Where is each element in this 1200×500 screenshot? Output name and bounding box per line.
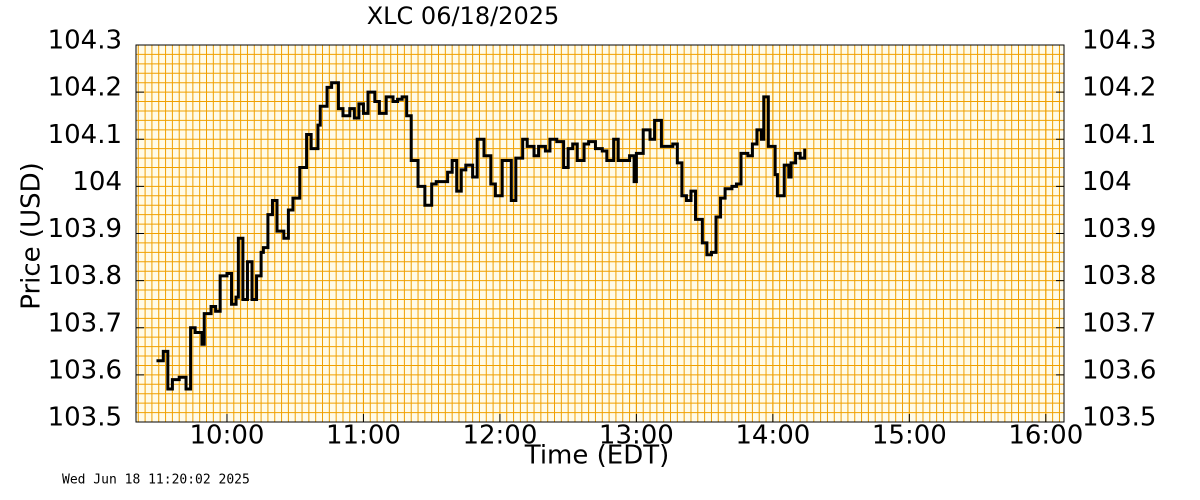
chart-title: XLC 06/18/2025	[367, 2, 560, 30]
y-tick-label-right: 103.5	[1082, 403, 1156, 433]
y-tick-label: 104	[72, 167, 122, 197]
plot-frame	[135, 44, 1065, 423]
y-tick-label: 104.2	[48, 73, 122, 103]
x-tick-label: 10:00	[190, 421, 265, 451]
x-tick-label: 16:00	[1008, 421, 1083, 451]
y-tick-label: 103.8	[48, 261, 122, 291]
x-tick-label: 15:00	[872, 421, 947, 451]
x-tick-label: 11:00	[326, 421, 401, 451]
y-tick-label: 104.1	[48, 120, 122, 150]
y-tick-label-right: 104.3	[1082, 26, 1156, 56]
y-tick-label-right: 104.2	[1082, 73, 1156, 103]
y-tick-label-right: 104	[1082, 167, 1132, 197]
y-tick-label-right: 103.7	[1082, 308, 1156, 338]
timestamp: Wed Jun 18 11:20:02 2025	[62, 473, 250, 488]
y-tick-label: 103.6	[48, 355, 122, 385]
y-tick-label-right: 103.9	[1082, 214, 1156, 244]
x-axis-label: Time (EDT)	[524, 441, 670, 471]
price-line	[156, 81, 807, 391]
x-tick-label: 12:00	[462, 421, 537, 451]
y-tick-label: 103.7	[48, 308, 122, 338]
y-tick-label: 104.3	[48, 26, 122, 56]
y-tick-label-right: 103.6	[1082, 355, 1156, 385]
y-axis-label: Price (USD)	[17, 162, 47, 310]
y-tick-label: 103.9	[48, 214, 122, 244]
y-tick-label-right: 103.8	[1082, 261, 1156, 291]
x-tick-label: 13:00	[599, 421, 674, 451]
y-tick-label: 103.5	[48, 403, 122, 433]
y-tick-label-right: 104.1	[1082, 120, 1156, 150]
x-tick-label: 14:00	[735, 421, 810, 451]
